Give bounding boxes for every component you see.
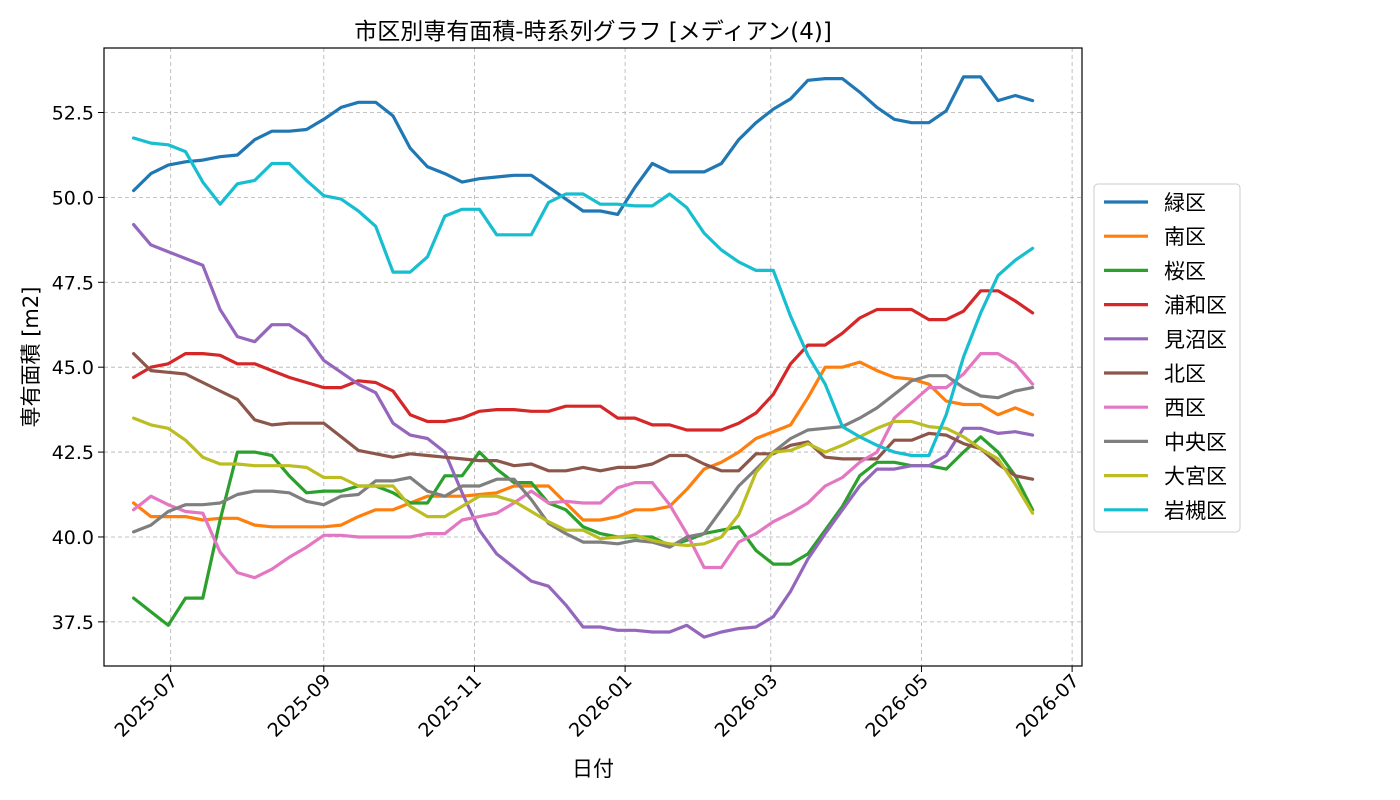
y-axis-label: 専有面積 [m2] <box>19 287 43 428</box>
x-axis-label: 日付 <box>572 757 614 781</box>
series-line-10 <box>132 136 1035 458</box>
series-line-4 <box>132 289 1035 432</box>
y-tick-label: 45.0 <box>52 357 94 379</box>
legend-label: 緑区 <box>1164 191 1206 215</box>
y-tick-label: 52.5 <box>52 103 94 125</box>
y-tick-label: 47.5 <box>52 272 94 294</box>
legend-label: 見沼区 <box>1164 328 1227 352</box>
plot-area-frame <box>103 47 1083 667</box>
legend-label: 西区 <box>1164 396 1206 420</box>
legend-label: 南区 <box>1164 225 1206 249</box>
y-tick-label: 40.0 <box>52 527 94 549</box>
series-line-3 <box>132 435 1035 627</box>
series-line-7 <box>132 352 1035 580</box>
series-line-9 <box>132 416 1035 548</box>
legend-label: 岩槻区 <box>1164 499 1227 523</box>
legend-label: 大宮区 <box>1164 465 1227 489</box>
series-line-2 <box>132 360 1035 529</box>
y-axis-ticks: 37.5 40.0 42.5 45.0 47.5 50.0 52.5 <box>52 103 104 634</box>
series-line-1 <box>132 75 1035 216</box>
legend-label: 桜区 <box>1164 259 1206 283</box>
plot-series <box>132 75 1035 639</box>
y-tick-label: 42.5 <box>52 442 94 464</box>
legend-label: 中央区 <box>1164 430 1227 454</box>
series-line-6 <box>132 352 1035 481</box>
series-line-8 <box>132 374 1035 549</box>
legend-label: 浦和区 <box>1164 294 1227 318</box>
y-tick-label: 50.0 <box>52 187 94 209</box>
series-line-5 <box>132 223 1035 639</box>
legend-label: 北区 <box>1164 362 1206 386</box>
chart-title: 市区別専有面積-時系列グラフ [メディアン(4)] <box>354 19 832 45</box>
y-tick-label: 37.5 <box>52 612 94 634</box>
